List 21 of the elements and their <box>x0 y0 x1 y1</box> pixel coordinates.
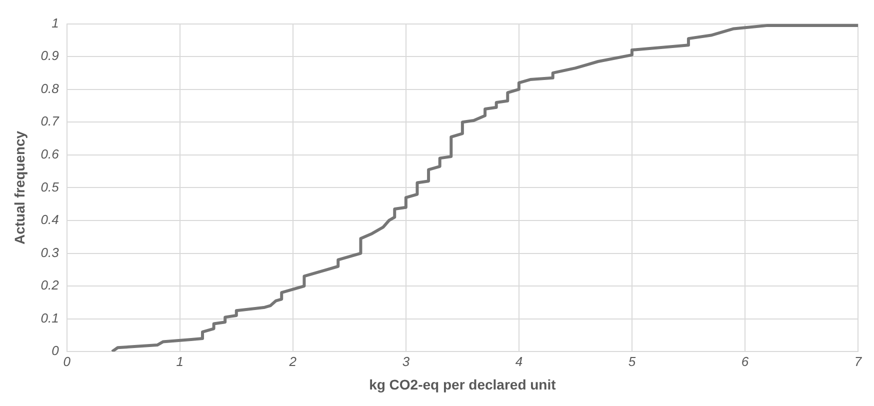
y-tick-label: 0.5 <box>40 179 60 194</box>
x-tick-label: 3 <box>402 354 410 370</box>
y-tick-label: 0.8 <box>40 80 60 96</box>
y-tick-label: 0.6 <box>40 146 60 162</box>
y-tick-label: 0.9 <box>40 48 59 64</box>
y-tick-label: 0.3 <box>40 244 60 260</box>
y-tick-label: 0.1 <box>40 310 59 326</box>
x-tick-label: 0 <box>63 354 72 370</box>
y-tick-label: 1 <box>52 15 59 30</box>
x-tick-label: 6 <box>741 354 750 370</box>
x-tick-label: 5 <box>628 354 636 370</box>
y-tick-label: 0 <box>52 343 60 358</box>
x-tick-label: 2 <box>288 354 298 370</box>
x-tick-label: 1 <box>176 354 184 370</box>
y-tick-label: 0.2 <box>40 278 60 293</box>
y-tick-label: 0.4 <box>40 212 59 228</box>
x-tick-label: 7 <box>854 354 862 370</box>
y-tick-label: 0.7 <box>40 114 60 129</box>
x-tick-label: 4 <box>515 354 523 370</box>
y-axis-title: Actual frequency <box>11 130 28 244</box>
x-axis-title: kg CO2-eq per declared unit <box>369 376 556 392</box>
